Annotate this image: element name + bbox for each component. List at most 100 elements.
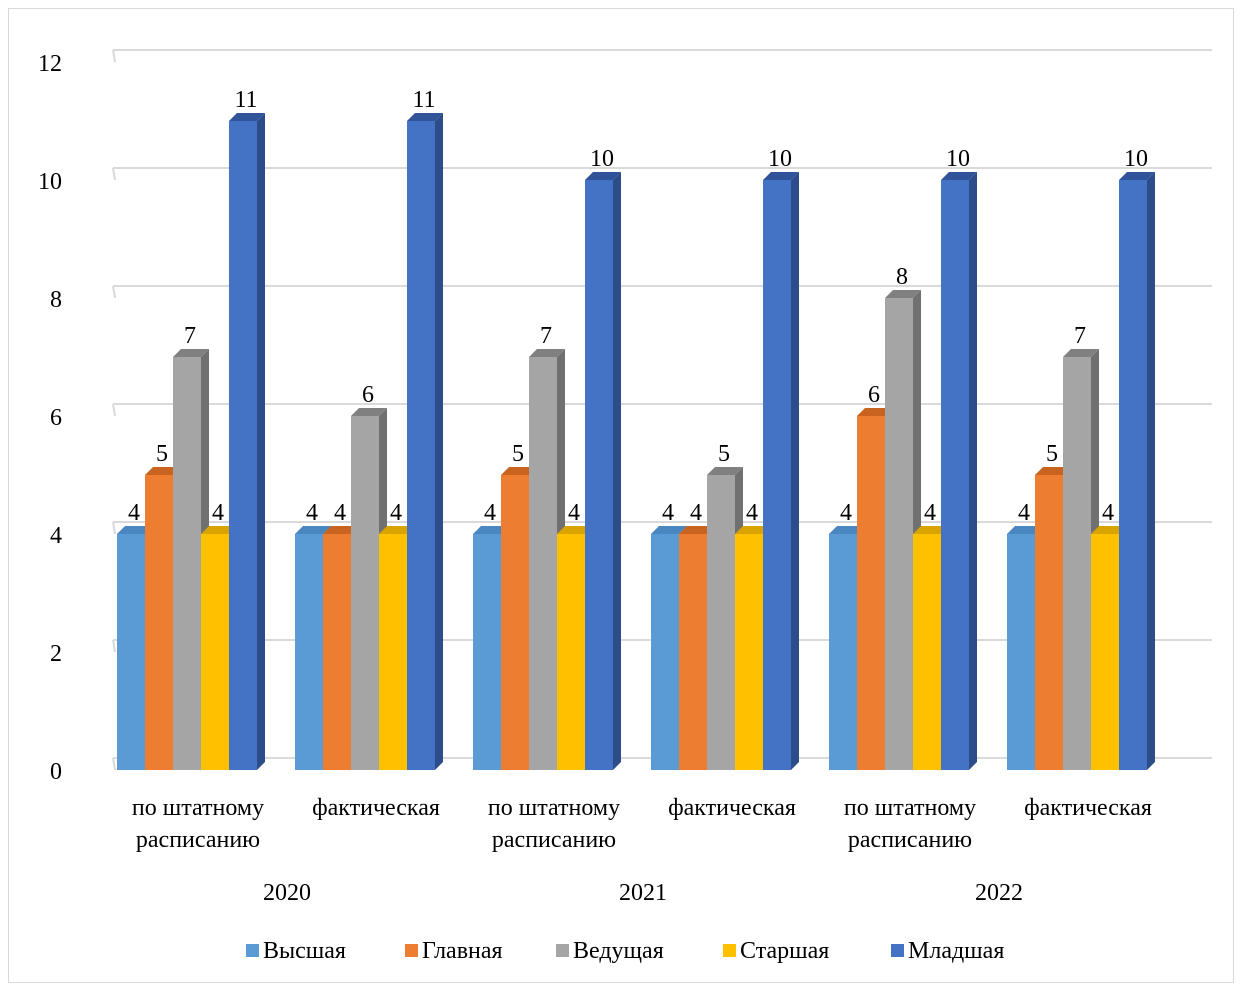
bar-top: [829, 526, 865, 534]
data-label: 7: [1074, 323, 1086, 349]
data-label: 4: [390, 500, 402, 526]
group-label: 2020: [263, 880, 311, 906]
bar: [829, 534, 857, 770]
bar-top: [473, 526, 509, 534]
bar: [679, 534, 707, 770]
bar: [941, 180, 969, 770]
data-label: 4: [924, 500, 936, 526]
bar: [201, 534, 229, 770]
data-label: 4: [840, 500, 852, 526]
bar-top: [651, 526, 687, 534]
data-label: 4: [690, 500, 702, 526]
bar: [557, 534, 585, 770]
bar-top: [913, 526, 949, 534]
bar-side: [969, 172, 977, 770]
legend-label: Младшая: [908, 938, 1004, 964]
bar-top: [407, 113, 443, 121]
bar-top: [941, 172, 977, 180]
data-label: 5: [156, 441, 168, 467]
data-label: 11: [412, 87, 435, 113]
y-tick-label: 4: [50, 523, 62, 549]
bar-top: [229, 113, 265, 121]
bar-top: [557, 526, 593, 534]
data-label: 4: [1018, 500, 1030, 526]
data-label: 11: [234, 87, 257, 113]
data-label: 10: [590, 146, 614, 172]
bar-top: [529, 349, 565, 357]
grid-slant: [112, 639, 116, 653]
bar-top: [295, 526, 331, 534]
bar-top: [1035, 467, 1071, 475]
bar: [707, 475, 735, 770]
bar-top: [707, 467, 743, 475]
bar: [885, 298, 913, 770]
data-label: 10: [1124, 146, 1148, 172]
bar-top: [323, 526, 359, 534]
bar-top: [679, 526, 715, 534]
data-label: 8: [896, 264, 908, 290]
legend-swatch: [405, 944, 418, 957]
category-label: по штатному: [132, 795, 264, 821]
category-label: расписанию: [492, 827, 616, 853]
category-label: фактическая: [668, 795, 796, 821]
bar-top: [885, 290, 921, 298]
bar: [585, 180, 613, 770]
bar: [857, 416, 885, 770]
legend-label: Главная: [422, 938, 503, 964]
bar: [351, 416, 379, 770]
bar: [117, 534, 145, 770]
grid-slant: [112, 403, 116, 417]
legend-label: Старшая: [740, 938, 829, 964]
bar-side: [1147, 172, 1155, 770]
category-label: расписанию: [136, 827, 260, 853]
bar: [145, 475, 173, 770]
bar: [407, 121, 435, 770]
bar-top: [351, 408, 387, 416]
group-label: 2021: [619, 880, 667, 906]
bar: [1035, 475, 1063, 770]
data-label: 4: [306, 500, 318, 526]
category-label: фактическая: [312, 795, 440, 821]
data-label: 10: [946, 146, 970, 172]
data-label: 4: [334, 500, 346, 526]
category-label: по штатному: [844, 795, 976, 821]
legend-swatch: [891, 944, 904, 957]
bar-top: [585, 172, 621, 180]
data-label: 4: [568, 500, 580, 526]
bar: [1091, 534, 1119, 770]
y-tick-label: 12: [38, 51, 62, 77]
bar-side: [613, 172, 621, 770]
category-label: расписанию: [848, 827, 972, 853]
bar-top: [1119, 172, 1155, 180]
y-tick-label: 0: [50, 759, 62, 785]
bar-top: [1063, 349, 1099, 357]
bar-top: [763, 172, 799, 180]
bar: [913, 534, 941, 770]
data-label: 10: [768, 146, 792, 172]
bar: [1063, 357, 1091, 770]
legend-swatch: [723, 944, 736, 957]
bar: [651, 534, 679, 770]
bar-top: [1091, 526, 1127, 534]
data-label: 4: [746, 500, 758, 526]
legend-swatch: [246, 944, 259, 957]
data-label: 6: [868, 382, 880, 408]
legend-label: Ведущая: [573, 938, 664, 964]
grid-slant: [112, 167, 116, 181]
y-tick-label: 6: [50, 405, 62, 431]
bar-top: [201, 526, 237, 534]
bar-top: [857, 408, 893, 416]
category-label: фактическая: [1024, 795, 1152, 821]
data-label: 5: [718, 441, 730, 467]
bar-top: [117, 526, 153, 534]
bar: [1007, 534, 1035, 770]
data-label: 4: [484, 500, 496, 526]
legend-label: Высшая: [263, 938, 346, 964]
bar: [295, 534, 323, 770]
grid-slant: [112, 49, 116, 63]
grid-slant: [112, 285, 116, 299]
bar-side: [257, 113, 265, 770]
data-label: 5: [512, 441, 524, 467]
bar-side: [435, 113, 443, 770]
